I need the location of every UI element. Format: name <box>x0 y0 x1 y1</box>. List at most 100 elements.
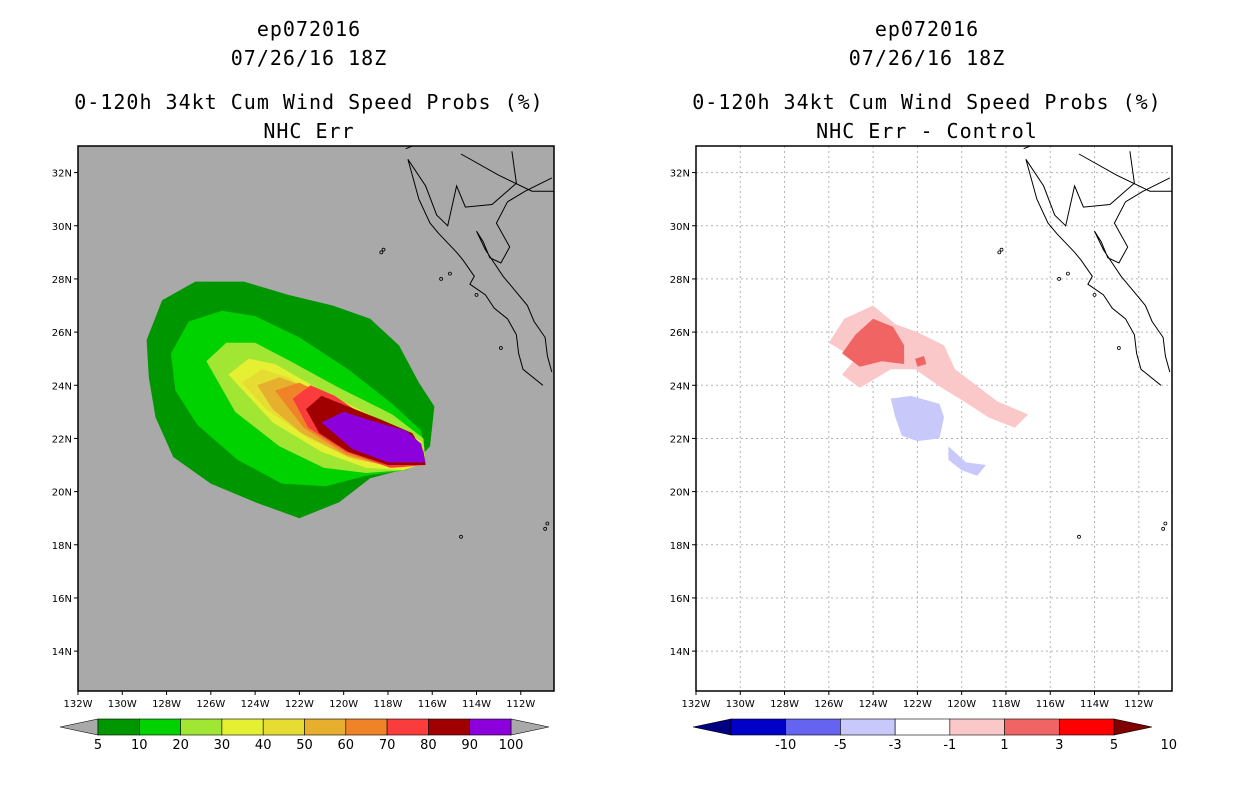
islet <box>1066 271 1070 276</box>
y-tick-label: 32N <box>52 169 72 180</box>
coastline <box>476 177 553 373</box>
colorbar-under-triangle <box>59 718 99 736</box>
colorbar-over-triangle <box>1113 718 1153 736</box>
islet <box>1161 526 1166 531</box>
islet <box>498 346 503 350</box>
colorbar-label: 30 <box>214 738 231 753</box>
colorbar-label: -3 <box>889 738 902 753</box>
colorbar-label: 70 <box>379 738 396 753</box>
islet <box>999 247 1004 252</box>
storm-id: ep072016 <box>874 17 980 41</box>
y-tick-label: 20N <box>52 488 72 499</box>
x-tick-label: 128W <box>152 699 181 710</box>
storm-id: ep072016 <box>256 17 362 41</box>
y-tick-label: 30N <box>52 222 72 233</box>
contour-level-neg1 <box>948 446 986 476</box>
colorbar-segment <box>840 718 896 736</box>
x-tick-label: 122W <box>285 699 314 710</box>
colorbar-segment <box>949 718 1005 736</box>
x-tick-label: 124W <box>859 699 888 710</box>
colorbar-label: 60 <box>338 738 355 753</box>
x-tick-label: 118W <box>991 699 1020 710</box>
chart-title: 0-120h 34kt Cum Wind Speed Probs (%) <box>692 90 1162 114</box>
x-tick-label: 126W <box>814 699 843 710</box>
y-tick-label: 26N <box>670 328 690 339</box>
colorbar-segment <box>785 718 841 736</box>
islet <box>1092 292 1097 297</box>
map-frame <box>77 145 555 692</box>
x-tick-label: 132W <box>64 699 93 710</box>
colorbar-segment <box>894 718 951 736</box>
y-tick-label: 26N <box>52 328 72 339</box>
x-tick-label: 130W <box>726 699 755 710</box>
islet <box>545 521 550 526</box>
colorbar-segment <box>262 718 305 736</box>
left-chart-panel: ep072016 07/26/16 18Z 0-120h 34kt Cum Wi… <box>52 17 555 753</box>
x-tick-label: 116W <box>1036 699 1065 710</box>
colorbar-label: 40 <box>255 738 272 753</box>
colorbar-segment <box>1004 718 1060 736</box>
islet <box>439 277 443 281</box>
colorbar-label: 5 <box>94 738 102 753</box>
y-tick-label: 24N <box>52 381 72 392</box>
colorbar-segment <box>345 718 388 736</box>
colorbar-segment <box>730 718 787 736</box>
islet <box>1163 521 1168 526</box>
coastline <box>1025 151 1162 386</box>
x-tick-label: 118W <box>373 699 402 710</box>
y-tick-label: 18N <box>52 541 72 552</box>
x-tick-label: 116W <box>418 699 447 710</box>
contour-level-3 <box>842 318 905 367</box>
y-tick-label: 30N <box>670 222 690 233</box>
chart-subtitle: NHC Err - Control <box>816 119 1038 143</box>
x-tick-label: 128W <box>770 699 799 710</box>
colorbar-label: 20 <box>172 738 189 753</box>
colorbar-label: 5 <box>1110 738 1118 753</box>
colorbar-over-triangle <box>510 718 550 736</box>
y-tick-label: 16N <box>52 594 72 605</box>
wind-prob-diff-map: 132W 130W 128W 126W 124W 122W 120W 118W 116W 114W… <box>670 145 1177 753</box>
x-tick-label: 132W <box>682 699 711 710</box>
right-chart-panel: ep072016 07/26/16 18Z 0-120h 34kt Cum Wi… <box>618 0 1236 800</box>
x-tick-label: 114W <box>1080 699 1109 710</box>
x-tick-label: 112W <box>506 699 535 710</box>
contour-level-3 <box>915 356 927 367</box>
colorbar-segment <box>386 718 429 736</box>
islet <box>448 271 452 276</box>
y-tick-label: 20N <box>670 488 690 499</box>
islet <box>1116 346 1121 350</box>
islet <box>379 250 384 255</box>
colorbar-label: 80 <box>420 738 437 753</box>
colorbar-label: -1 <box>943 738 956 753</box>
x-tick-label: 124W <box>241 699 270 710</box>
x-tick-label: 120W <box>947 699 976 710</box>
colorbar-label: 50 <box>296 738 313 753</box>
x-tick-label: 130W <box>108 699 137 710</box>
colorbar-under-triangle <box>692 718 732 736</box>
map-frame <box>695 145 1173 692</box>
colorbar-segment <box>304 718 347 736</box>
colorbar-segment <box>139 718 181 736</box>
y-tick-label: 14N <box>52 647 72 658</box>
contour-level-neg1 <box>890 395 944 442</box>
islet <box>543 526 548 531</box>
y-tick-label: 14N <box>670 647 690 658</box>
colorbar-label: 1 <box>1000 738 1008 753</box>
datetime: 07/26/16 18Z <box>848 46 1006 70</box>
y-tick-label: 28N <box>670 275 690 286</box>
islet <box>1077 534 1081 539</box>
y-tick-label: 22N <box>52 434 72 445</box>
colorbar-segment <box>1058 718 1115 736</box>
coastline <box>1094 177 1171 373</box>
islet <box>1057 277 1061 281</box>
colorbar-segment <box>97 718 140 736</box>
chart-subtitle: NHC Err <box>263 119 355 143</box>
x-tick-label: 114W <box>462 699 491 710</box>
colorbar-label: -5 <box>834 738 847 753</box>
islet <box>997 250 1002 255</box>
colorbar-label: 10 <box>1160 738 1177 753</box>
x-tick-label: 112W <box>1124 699 1153 710</box>
coastline <box>407 151 544 386</box>
wind-prob-map: 132W 130W 128W 126W 124W 122W 120W 118W 116W 114W… <box>52 145 555 753</box>
colorbar-label: 90 <box>461 738 478 753</box>
